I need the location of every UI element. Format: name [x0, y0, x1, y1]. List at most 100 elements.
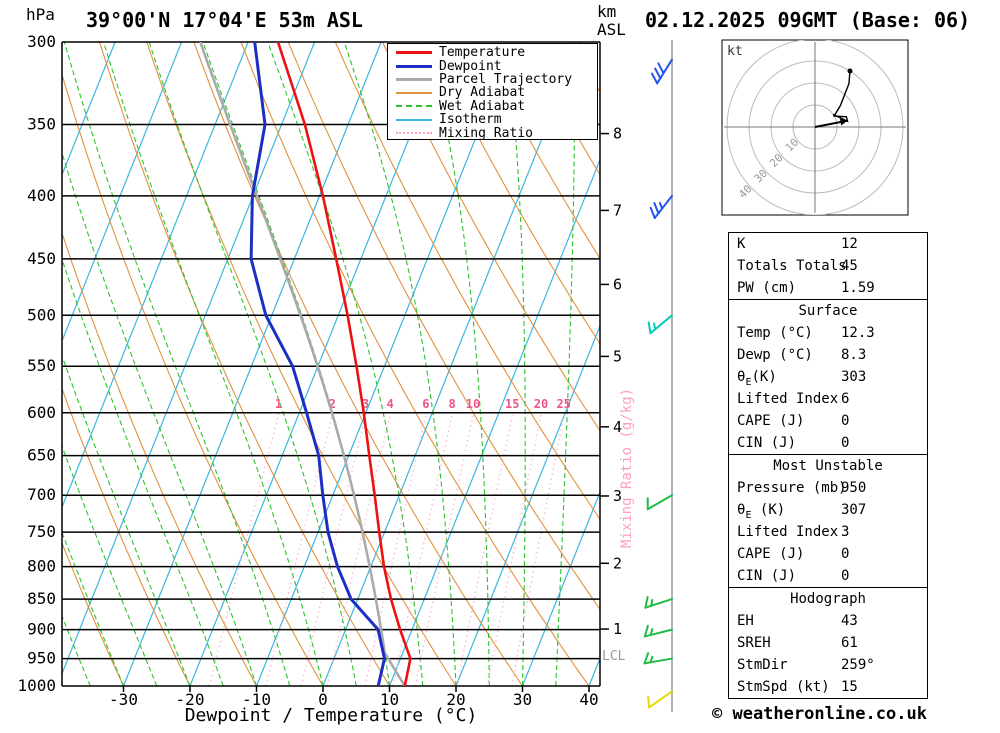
- svg-text:10: 10: [466, 397, 480, 411]
- x-axis-label: Dewpoint / Temperature (°C): [184, 705, 478, 726]
- row-label: Totals Totals: [737, 258, 847, 274]
- table-row: θE (K) 307: [729, 499, 927, 521]
- legend-label: Dewpoint: [439, 58, 502, 74]
- mixing-ratio-line-sample: [396, 132, 432, 135]
- datetime-title: 02.12.2025 09GMT (Base: 06): [645, 8, 971, 32]
- table-title: Surface: [798, 303, 858, 319]
- temperature-line-sample: [396, 51, 432, 55]
- row-label: StmDir: [737, 657, 788, 673]
- svg-text:-10: -10: [242, 690, 271, 709]
- svg-text:800: 800: [27, 557, 56, 576]
- isotherm-line-sample: [396, 118, 432, 121]
- legend-label: Mixing Ratio: [439, 125, 533, 141]
- temperature-curve: [276, 42, 412, 686]
- svg-text:300: 300: [27, 32, 56, 51]
- legend-item-mixing-ratio: Mixing Ratio: [388, 125, 597, 141]
- svg-text:0: 0: [318, 690, 328, 709]
- row-value: 6: [841, 391, 850, 407]
- svg-text:900: 900: [27, 620, 56, 639]
- table-title: Most Unstable: [773, 458, 883, 474]
- row-value: 0: [841, 546, 850, 562]
- svg-text:-20: -20: [176, 690, 205, 709]
- table-row: StmSpd (kt) 15: [729, 676, 927, 698]
- row-value: 12: [841, 236, 858, 252]
- most-unstable-table: Most Unstable Pressure (mb) 950 θE (K) 307…: [728, 454, 928, 588]
- table-row: K 12: [729, 233, 927, 255]
- row-label: K: [737, 236, 746, 252]
- svg-text:4: 4: [613, 418, 622, 436]
- legend: Temperature Dewpoint Parcel Trajectory D…: [387, 43, 598, 141]
- row-value: 12.3: [841, 325, 875, 341]
- table-row: Temp (°C) 12.3: [729, 322, 927, 344]
- mixing-ratio-lines: [208, 412, 566, 686]
- lcl-marker-label: LCL: [602, 649, 626, 664]
- parcel-trajectory-curve: [199, 42, 406, 686]
- table-row: EH 43: [729, 610, 927, 632]
- legend-label: Isotherm: [439, 112, 502, 128]
- svg-text:25: 25: [556, 397, 570, 411]
- row-label: θE(K): [729, 369, 777, 388]
- row-value: 0: [841, 413, 850, 429]
- row-label: CIN (J): [737, 568, 797, 584]
- svg-text:850: 850: [27, 589, 56, 608]
- legend-item-isotherm: Isotherm: [388, 112, 597, 128]
- row-value: 307: [841, 502, 867, 518]
- svg-text:350: 350: [27, 114, 56, 133]
- row-value: 45: [841, 258, 858, 274]
- row-label: Dewp (°C): [737, 347, 813, 363]
- legend-label: Dry Adiabat: [439, 85, 526, 101]
- wet-adiabat-line-sample: [396, 105, 432, 108]
- wind-barb: [650, 58, 673, 85]
- table-row: Pressure (mb) 950: [729, 477, 927, 499]
- svg-text:8: 8: [613, 125, 622, 143]
- svg-text:950: 950: [27, 649, 56, 668]
- parcel-line-sample: [396, 77, 432, 81]
- row-value: 0: [841, 435, 850, 451]
- table-row: SREH 61: [729, 632, 927, 654]
- svg-text:1000: 1000: [17, 676, 56, 695]
- svg-text:10: 10: [380, 690, 399, 709]
- svg-text:30: 30: [513, 690, 532, 709]
- row-label: Lifted Index: [737, 391, 839, 407]
- legend-item-parcel: Parcel Trajectory: [388, 71, 597, 87]
- theta-subscript: E: [745, 509, 752, 521]
- row-label: Temp (°C): [737, 325, 813, 341]
- hodograph-table: Hodograph EH 43 SREH 61 StmDir 259° StmSpd …: [728, 587, 928, 699]
- table-row: CAPE (J) 0: [729, 543, 927, 565]
- svg-text:5: 5: [613, 347, 622, 365]
- row-label: SREH: [737, 635, 771, 651]
- isotherms: [62, 42, 600, 686]
- svg-text:450: 450: [27, 249, 56, 268]
- legend-label: Wet Adiabat: [439, 98, 526, 114]
- svg-text:500: 500: [27, 305, 56, 324]
- svg-text:7: 7: [613, 201, 622, 219]
- legend-label: Parcel Trajectory: [439, 71, 573, 87]
- legend-label: Temperature: [439, 45, 526, 61]
- row-label: EH: [737, 613, 754, 629]
- svg-text:3: 3: [362, 397, 369, 411]
- row-label: CAPE (J): [737, 413, 805, 429]
- svg-text:400: 400: [27, 186, 56, 205]
- row-value: 15: [841, 679, 858, 695]
- row-value: 43: [841, 613, 858, 629]
- legend-item-dewpoint: Dewpoint: [388, 58, 597, 74]
- mixing-ratio-value-labels: 1 2 3 4 6 8 10 15 20 25: [275, 397, 571, 411]
- svg-text:550: 550: [27, 356, 56, 375]
- theta-unit: (K): [751, 369, 777, 385]
- row-value: 61: [841, 635, 858, 651]
- svg-text:40: 40: [579, 690, 598, 709]
- km-unit: km: [597, 2, 617, 21]
- row-label: Pressure (mb): [737, 480, 847, 496]
- wind-barb: [643, 652, 673, 665]
- mixing-ratio-axis-label: Mixing Ratio (g/kg): [619, 387, 635, 549]
- km-axis-header: km ASL: [597, 3, 626, 39]
- row-value: 259°: [841, 657, 875, 673]
- asl-unit: ASL: [597, 20, 626, 39]
- svg-text:20: 20: [446, 690, 465, 709]
- row-value: 950: [841, 480, 867, 496]
- row-value: 1.59: [841, 280, 875, 296]
- svg-text:1: 1: [275, 397, 282, 411]
- table-row: Lifted Index 6: [729, 388, 927, 410]
